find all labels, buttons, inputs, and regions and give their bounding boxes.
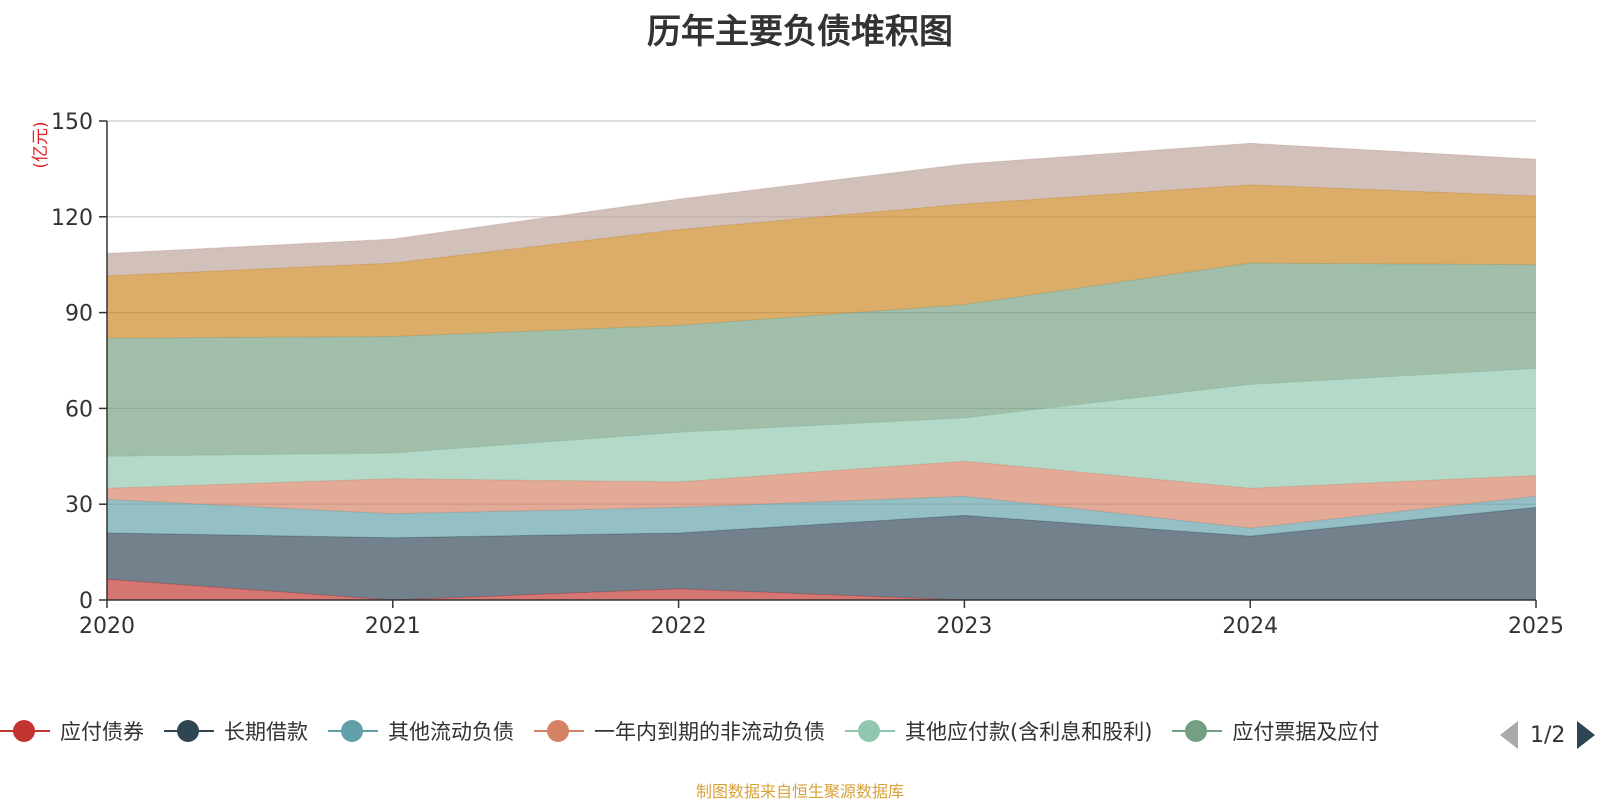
y-axis-unit-label: (亿元): [31, 121, 51, 168]
x-tick-label-2025: 2025: [1508, 614, 1564, 639]
legend: 应付债券 长期借款 其他流动负债 一年内到期的非流动负债 其他应付款(含利息和股利) 应付…: [0, 716, 1480, 752]
area-series-3: [107, 461, 1536, 529]
area-series-0: [107, 579, 1536, 600]
legend-item[interactable]: 应付票据及应付: [1172, 716, 1379, 746]
legend-pager: 1/2: [1500, 718, 1596, 752]
legend-label: 长期借款: [224, 720, 308, 744]
legend-next-page-button[interactable]: [1577, 721, 1596, 749]
legend-label: 应付票据及应付: [1232, 720, 1380, 744]
x-tick-label-2023: 2023: [936, 614, 992, 639]
stacked-area-chart: 0 30 60 90 120 150 2020 2021 2022 2023 2024 2025 (亿…: [31, 110, 1564, 639]
legend-prev-page-button[interactable]: [1500, 721, 1518, 749]
chart-title: 历年主要负债堆积图: [647, 12, 953, 52]
area-series-5: [107, 263, 1536, 457]
x-tick-label-2022: 2022: [651, 614, 707, 639]
y-tick-label-30: 30: [65, 493, 93, 518]
legend-marker-icon: [164, 718, 214, 744]
y-tick-label-60: 60: [65, 397, 93, 422]
legend-label: 应付债券: [60, 720, 144, 744]
area-edge-series-7: [106, 142, 1537, 255]
legend-marker-icon: [0, 718, 50, 744]
legend-label: 一年内到期的非流动负债: [594, 720, 825, 744]
legend-item[interactable]: 长期借款: [164, 716, 308, 746]
x-tick-label-2024: 2024: [1222, 614, 1278, 639]
area-series-4: [107, 368, 1536, 489]
area-series-2: [107, 496, 1536, 538]
axis-layer: 0 30 60 90 120 150 2020 2021 2022 2023 2024 2025: [51, 110, 1564, 639]
data-source-note: 制图数据来自恒生聚源数据库: [695, 782, 904, 801]
area-series-1: [107, 507, 1536, 600]
area-series-6: [107, 184, 1536, 339]
legend-marker-icon: [845, 718, 895, 744]
x-tick-label-2020: 2020: [79, 614, 135, 639]
legend-item[interactable]: 应付债券: [0, 716, 144, 746]
y-tick-label-90: 90: [65, 302, 93, 327]
legend-page-indicator: 1/2: [1530, 722, 1566, 748]
area-layer: [106, 142, 1537, 601]
legend-marker-icon: [328, 718, 378, 744]
x-tick-label-2021: 2021: [365, 614, 421, 639]
area-series-7: [107, 143, 1536, 276]
legend-item[interactable]: 其他流动负债: [328, 716, 514, 746]
y-tick-label-0: 0: [79, 589, 93, 614]
legend-item[interactable]: 一年内到期的非流动负债: [534, 716, 825, 746]
legend-item[interactable]: 其他应付款(含利息和股利): [845, 716, 1152, 746]
y-tick-label-150: 150: [51, 110, 93, 135]
legend-label: 其他应付款(含利息和股利): [905, 720, 1153, 744]
legend-label: 其他流动负债: [388, 720, 514, 744]
y-tick-label-120: 120: [51, 206, 93, 231]
legend-marker-icon: [1172, 718, 1223, 744]
legend-marker-icon: [534, 718, 584, 744]
